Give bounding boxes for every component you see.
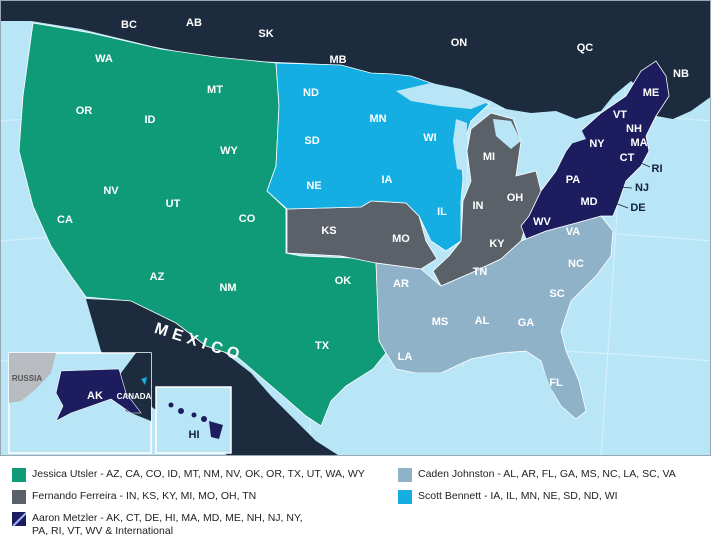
gulf-of-mexico <box>331 357 576 455</box>
label-CT: CT <box>620 152 635 164</box>
label-MS: MS <box>432 316 449 328</box>
label-KS: KS <box>321 225 336 237</box>
label-IA: IA <box>382 174 393 186</box>
legend-label: Fernando Ferreira - IN, KS, KY, MI, MO, … <box>32 490 257 502</box>
hawaii-inset <box>155 386 232 454</box>
legend-label: Jessica Utsler - AZ, CA, CO, ID, MT, NM,… <box>32 468 365 480</box>
label-NB: NB <box>673 68 689 80</box>
region-bright-blue <box>266 62 490 252</box>
label-AB: AB <box>186 17 202 29</box>
label-BC: BC <box>121 19 137 31</box>
label-WV: WV <box>533 216 551 228</box>
legend-item-aaron: Aaron Metzler - AK, CT, DE, HI, MA, MD, … <box>12 512 303 538</box>
gray-labels: KS MO MI IN OH KY TN <box>321 151 523 278</box>
label-CO: CO <box>239 213 256 225</box>
label-RI: RI <box>652 163 663 175</box>
legend: Jessica Utsler - AZ, CA, CO, ID, MT, NM,… <box>0 462 711 548</box>
label-CA: CA <box>57 214 73 226</box>
label-UT: UT <box>166 198 181 210</box>
label-russia: RUSSIA <box>12 374 42 383</box>
label-QC: QC <box>577 42 594 54</box>
legend-swatch-bright-blue <box>398 490 412 504</box>
green-labels: WA OR CA NV ID MT WY UT CO AZ NM OK TX <box>57 53 351 352</box>
region-navy <box>520 60 670 240</box>
legend-label: Scott Bennett - IA, IL, MN, NE, SD, ND, … <box>418 490 618 502</box>
label-GA: GA <box>518 317 535 329</box>
label-SC: SC <box>549 288 564 300</box>
label-MI: MI <box>483 151 495 163</box>
label-WA: WA <box>95 53 113 65</box>
great-lakes <box>396 83 586 171</box>
legend-item-caden: Caden Johnston - AL, AR, FL, GA, MS, NC,… <box>398 468 676 482</box>
legend-item-fernando: Fernando Ferreira - IN, KS, KY, MI, MO, … <box>12 490 256 504</box>
label-OR: OR <box>76 105 93 117</box>
label-HI: HI <box>189 429 200 441</box>
label-KY: KY <box>489 238 505 250</box>
label-FL: FL <box>549 377 563 389</box>
label-VT: VT <box>613 109 627 121</box>
label-NH: NH <box>626 123 642 135</box>
map-canvas: BC AB SK MB ON QC NB WA OR CA NV ID MT W… <box>1 1 710 455</box>
label-AK: AK <box>87 390 103 402</box>
label-OK: OK <box>335 275 352 287</box>
label-ND: ND <box>303 87 319 99</box>
label-NM: NM <box>219 282 236 294</box>
legend-item-jessica: Jessica Utsler - AZ, CA, CO, ID, MT, NM,… <box>12 468 365 482</box>
label-PA: PA <box>566 174 581 186</box>
label-MD: MD <box>580 196 597 208</box>
label-TN: TN <box>473 266 488 278</box>
leader-lines <box>614 162 651 209</box>
label-SK: SK <box>258 28 273 40</box>
navy-labels: ME VT NH MA NY CT RI PA NJ DE MD WV <box>533 87 662 228</box>
bright-blue-labels: ND SD NE MN IA WI IL <box>303 87 447 218</box>
label-ON: ON <box>451 37 468 49</box>
label-ME: ME <box>643 87 660 99</box>
label-NV: NV <box>103 185 119 197</box>
legend-swatch-navy <box>12 512 26 526</box>
label-WY: WY <box>220 145 238 157</box>
legend-swatch-green <box>12 468 26 482</box>
label-MO: MO <box>392 233 410 245</box>
territory-map: BC AB SK MB ON QC NB WA OR CA NV ID MT W… <box>0 0 711 456</box>
label-WI: WI <box>423 132 436 144</box>
mexico-landmass <box>86 299 338 455</box>
label-MN: MN <box>369 113 386 125</box>
label-DE: DE <box>630 202 645 214</box>
alaska-inset <box>8 352 152 454</box>
label-MA: MA <box>630 137 647 149</box>
label-IN: IN <box>473 200 484 212</box>
label-canada-inset: CANADA <box>117 392 152 401</box>
label-AL: AL <box>475 315 490 327</box>
legend-swatch-light-blue <box>398 468 412 482</box>
label-NY: NY <box>589 138 605 150</box>
legend-item-scott: Scott Bennett - IA, IL, MN, NE, SD, ND, … <box>398 490 618 504</box>
label-VA: VA <box>566 226 581 238</box>
canada-landmass <box>1 1 710 119</box>
label-IL: IL <box>437 206 447 218</box>
label-AR: AR <box>393 278 409 290</box>
label-NE: NE <box>306 180 321 192</box>
legend-swatch-gray <box>12 490 26 504</box>
label-SD: SD <box>304 135 319 147</box>
label-MB: MB <box>329 54 346 66</box>
legend-label: Caden Johnston - AL, AR, FL, GA, MS, NC,… <box>418 468 676 480</box>
label-OH: OH <box>507 192 524 204</box>
label-LA: LA <box>398 351 413 363</box>
canada-labels: BC AB SK MB ON QC NB <box>121 17 689 80</box>
label-NJ: NJ <box>635 182 649 194</box>
legend-label: Aaron Metzler - AK, CT, DE, HI, MA, MD, … <box>32 512 303 537</box>
label-TX: TX <box>315 340 330 352</box>
label-ID: ID <box>145 114 156 126</box>
light-blue-labels: AR LA MS AL GA SC NC VA FL <box>393 226 584 389</box>
label-AZ: AZ <box>150 271 165 283</box>
label-MT: MT <box>207 84 223 96</box>
label-NC: NC <box>568 258 584 270</box>
